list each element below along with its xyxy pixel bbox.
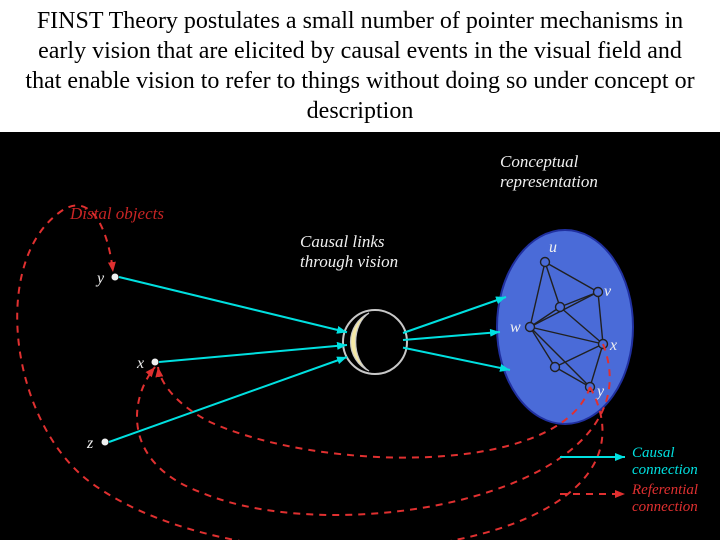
conceptual-rep-label: Conceptual representation bbox=[500, 152, 650, 191]
svg-text:w: w bbox=[510, 319, 521, 336]
slide-title: FINST Theory postulates a small number o… bbox=[0, 0, 720, 132]
legend-causal-label: Causal connection bbox=[632, 445, 720, 478]
svg-text:y: y bbox=[95, 270, 105, 287]
legend-referential-label: Referential connection bbox=[632, 482, 720, 515]
svg-text:x: x bbox=[136, 355, 144, 372]
diagram-stage: u v w x y y x z Distal objects Causal links thr… bbox=[0, 132, 720, 540]
diagram-svg: u v w x y y x z bbox=[0, 132, 720, 540]
svg-text:v: v bbox=[604, 283, 612, 300]
causal-links-label: Causal links through vision bbox=[300, 232, 430, 271]
distal-objects-label: Distal objects bbox=[70, 204, 164, 224]
svg-text:u: u bbox=[549, 239, 557, 256]
svg-text:x: x bbox=[609, 337, 617, 354]
svg-text:y: y bbox=[595, 383, 605, 400]
svg-text:z: z bbox=[86, 435, 94, 452]
